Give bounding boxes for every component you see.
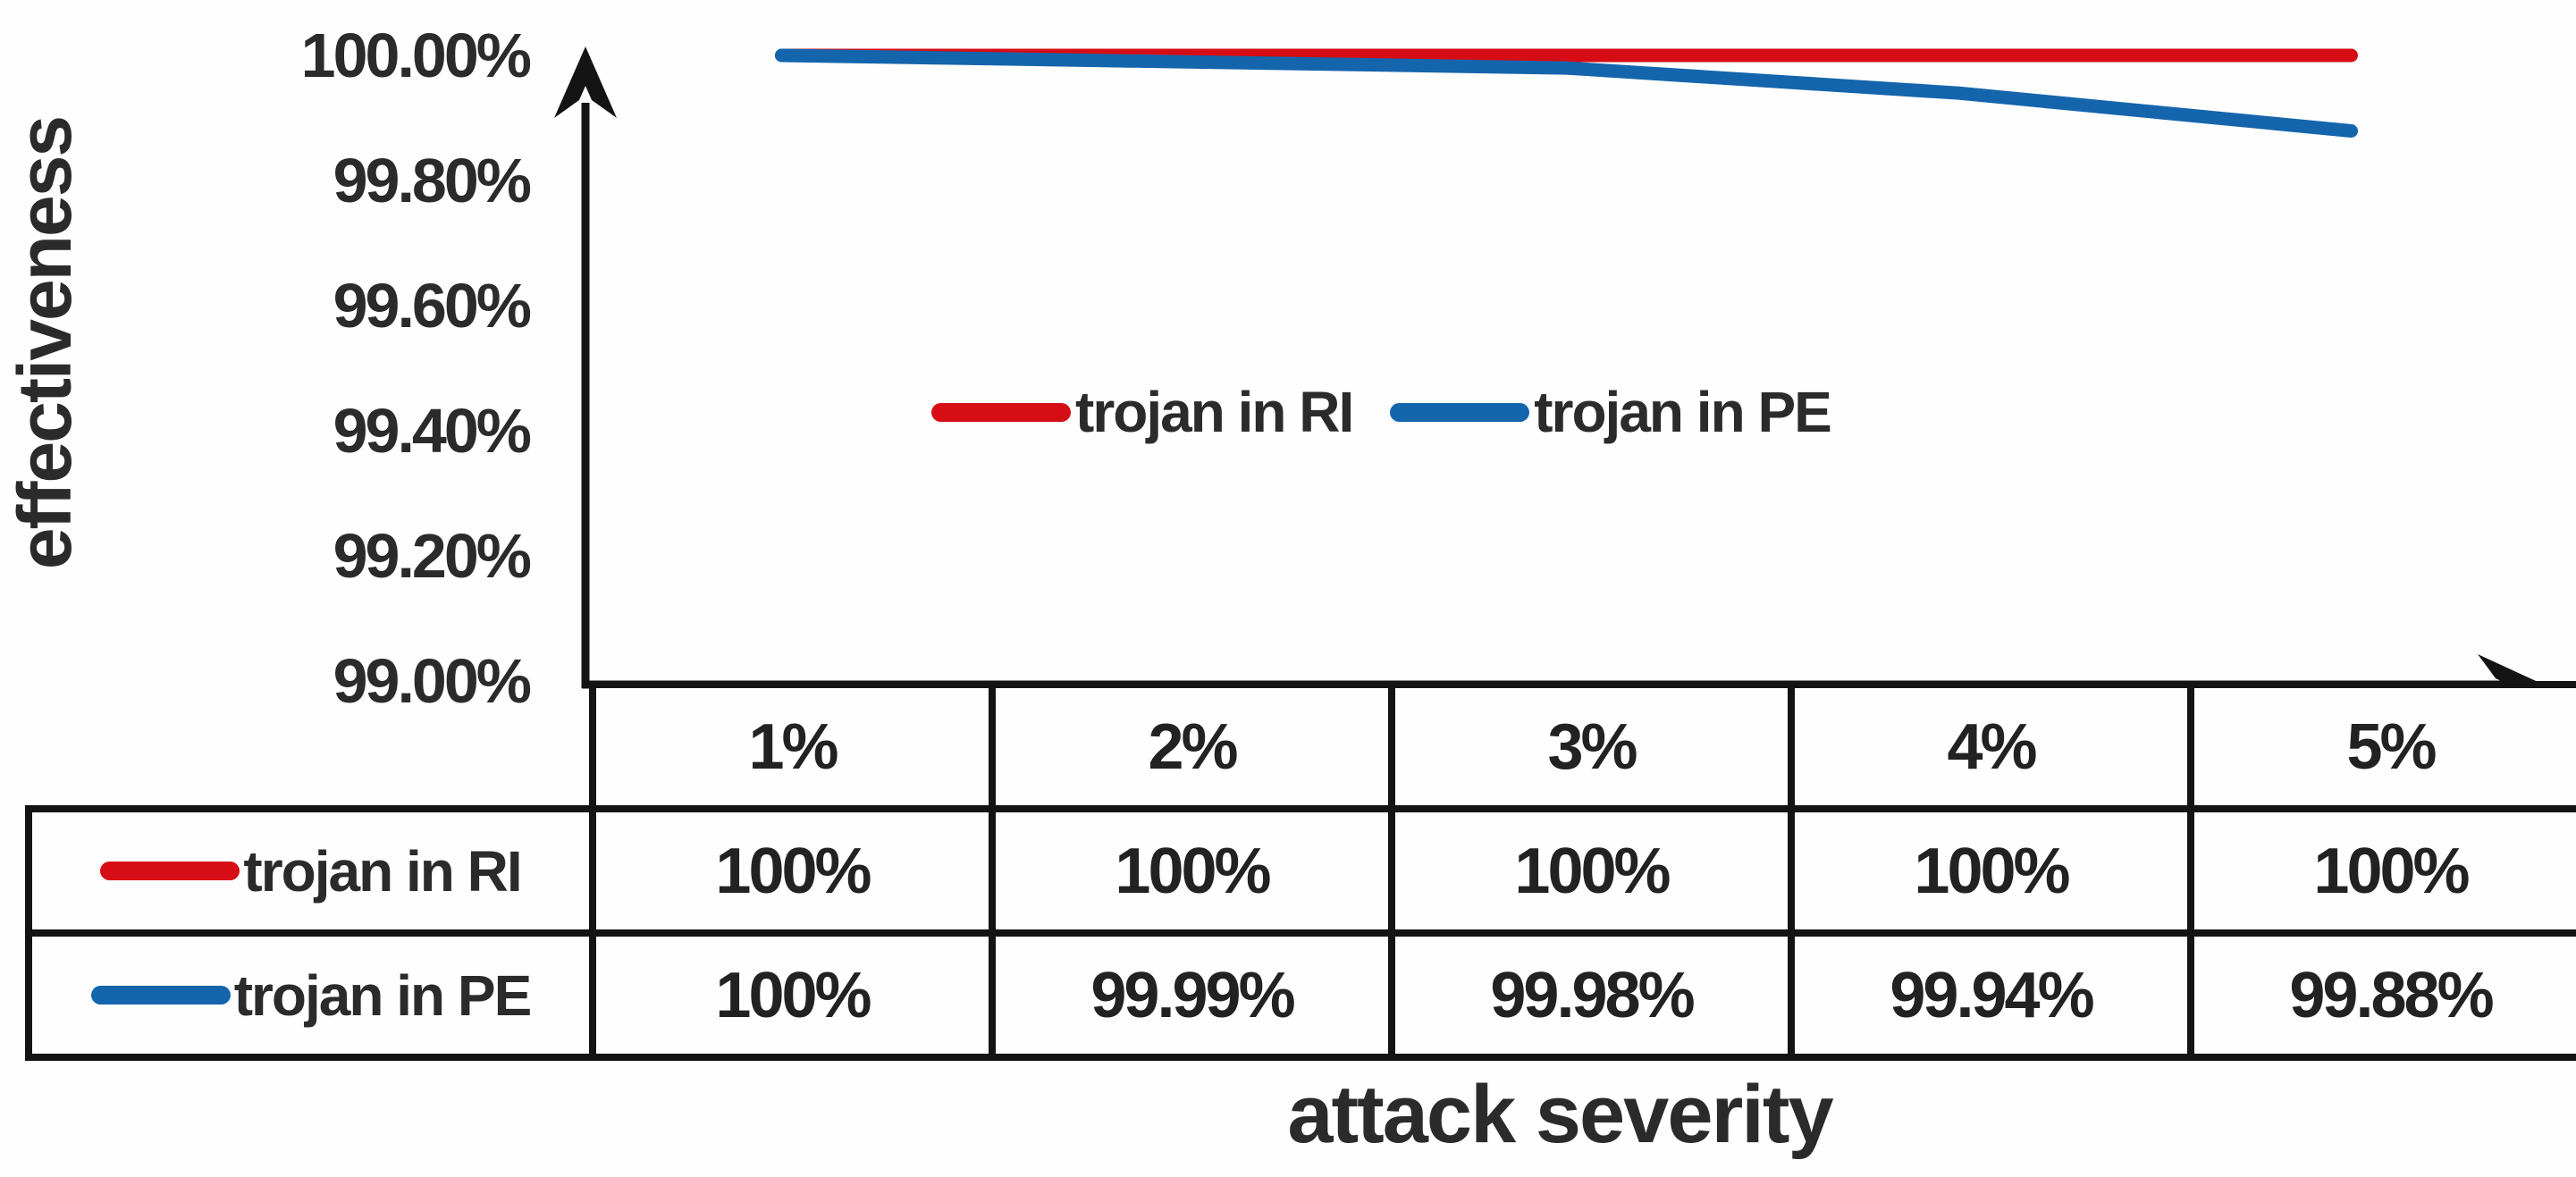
y-axis-tick-labels: 100.00% 99.80% 99.60% 99.40% 99.20% 99.00% <box>134 21 532 716</box>
legend-swatch-icon <box>931 402 1071 422</box>
row-swatch-icon <box>100 862 240 880</box>
series-lines <box>775 48 2358 138</box>
series-line-trojan-in-pe <box>775 48 2358 138</box>
row-swatch-icon <box>90 986 231 1005</box>
table-row: trojan in RI 100% 100% 100% 100% 100% <box>25 805 2576 937</box>
table-body: trojan in RI 100% 100% 100% 100% 100% trojan i… <box>25 805 2576 1061</box>
table-header-cell: 5% <box>2187 681 2576 812</box>
y-tick-label: 99.80% <box>333 146 532 215</box>
legend-label: trojan in PE <box>1534 380 1832 444</box>
legend-label: trojan in RI <box>1075 380 1354 444</box>
table-row: 1% 2% 3% 4% 5% <box>29 681 2576 812</box>
table-value-cell: 100% <box>589 929 996 1061</box>
data-table: 1% 2% 3% 4% 5% trojan in RI 100% 100% 100% 100% 1… <box>25 681 2576 1061</box>
y-tick-label: 99.20% <box>333 521 532 591</box>
table-header-cell: 1% <box>589 681 996 812</box>
table-value-cell: 100% <box>1788 805 2194 937</box>
table-value-cell: 99.94% <box>1788 929 2194 1061</box>
table-header-cell: 4% <box>1788 681 2194 812</box>
table-ghost-cell <box>29 685 593 809</box>
row-label-text: trojan in PE <box>233 963 533 1028</box>
legend-item: trojan in RI <box>931 379 1354 445</box>
table-value-cell: 99.88% <box>2187 929 2576 1061</box>
legend-item: trojan in PE <box>1390 379 1832 445</box>
y-tick-label: 99.00% <box>333 646 532 716</box>
y-tick-label: 99.60% <box>333 271 532 340</box>
y-tick-label: 99.40% <box>333 396 532 466</box>
table-row-label-cell: trojan in PE <box>25 929 596 1061</box>
legend-swatch-icon <box>1390 402 1530 422</box>
table-value-cell: 99.99% <box>989 929 1395 1061</box>
table-value-cell: 100% <box>589 805 996 937</box>
y-tick-label: 100.00% <box>300 21 532 90</box>
row-label-text: trojan in RI <box>243 838 522 904</box>
table-header-cell: 2% <box>989 681 1395 812</box>
chart-legend: trojan in RI trojan in PE <box>931 379 1832 445</box>
table-row: trojan in PE 100% 99.99% 99.98% 99.94% 99.88% <box>25 929 2576 1061</box>
table-row-label: trojan in PE <box>36 963 585 1029</box>
y-axis-title: effectiveness <box>3 116 87 570</box>
y-axis-arrowhead-icon <box>554 46 617 118</box>
table-value-cell: 100% <box>989 805 1395 937</box>
table-value-cell: 100% <box>2187 805 2576 937</box>
table-row-label: trojan in RI <box>36 838 585 904</box>
table-header-row: 1% 2% 3% 4% 5% <box>29 681 2576 812</box>
table-value-cell: 99.98% <box>1388 929 1795 1061</box>
table-header-cell: 3% <box>1388 681 1795 812</box>
table-row-label-cell: trojan in RI <box>25 805 596 937</box>
x-axis-title: attack severity <box>1287 1069 1833 1160</box>
table-value-cell: 100% <box>1388 805 1795 937</box>
